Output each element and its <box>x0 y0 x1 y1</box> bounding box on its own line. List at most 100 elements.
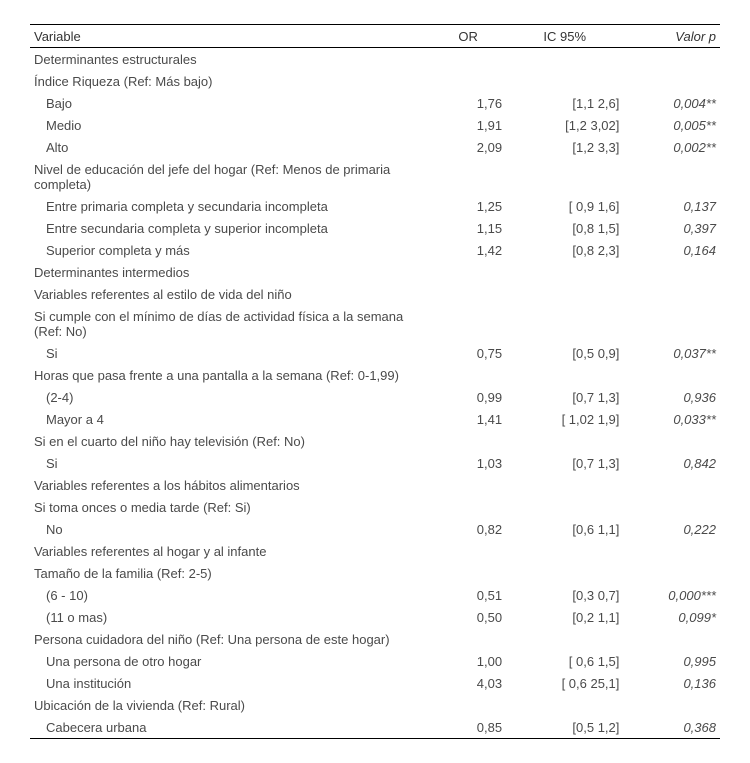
section-row: Variables referentes al estilo de vida d… <box>30 283 720 305</box>
row-or: 0,51 <box>430 584 506 606</box>
row-or <box>430 158 506 195</box>
row-label: Horas que pasa frente a una pantalla a l… <box>30 364 430 386</box>
row-p: 0,842 <box>623 452 720 474</box>
row-or: 0,75 <box>430 342 506 364</box>
section-row: Ubicación de la vivienda (Ref: Rural) <box>30 694 720 716</box>
row-or: 1,41 <box>430 408 506 430</box>
data-row: Alto2,09[1,2 3,3]0,002** <box>30 136 720 158</box>
row-label: Nivel de educación del jefe del hogar (R… <box>30 158 430 195</box>
row-p <box>623 261 720 283</box>
data-row: (6 - 10)0,51[0,3 0,7]0,000*** <box>30 584 720 606</box>
row-p: 0,004** <box>623 92 720 114</box>
row-label: Índice Riqueza (Ref: Más bajo) <box>30 70 430 92</box>
section-row: Si en el cuarto del niño hay televisión … <box>30 430 720 452</box>
row-ci <box>506 540 623 562</box>
row-or <box>430 261 506 283</box>
row-or: 1,91 <box>430 114 506 136</box>
row-or: 1,00 <box>430 650 506 672</box>
row-label: Determinantes intermedios <box>30 261 430 283</box>
row-ci <box>506 694 623 716</box>
data-row: (11 o mas)0,50[0,2 1,1]0,099* <box>30 606 720 628</box>
section-row: Tamaño de la familia (Ref: 2-5) <box>30 562 720 584</box>
row-p <box>623 158 720 195</box>
row-or: 4,03 <box>430 672 506 694</box>
row-label: (11 o mas) <box>30 606 430 628</box>
row-or <box>430 48 506 71</box>
row-ci: [ 0,6 25,1] <box>506 672 623 694</box>
row-ci <box>506 364 623 386</box>
data-row: Una institución4,03[ 0,6 25,1]0,136 <box>30 672 720 694</box>
row-label: Mayor a 4 <box>30 408 430 430</box>
row-label: Alto <box>30 136 430 158</box>
section-row: Determinantes intermedios <box>30 261 720 283</box>
section-row: Si toma onces o media tarde (Ref: Si) <box>30 496 720 518</box>
row-ci <box>506 261 623 283</box>
row-or <box>430 430 506 452</box>
row-p: 0,397 <box>623 217 720 239</box>
row-label: Variables referentes a los hábitos alime… <box>30 474 430 496</box>
row-p: 0,033** <box>623 408 720 430</box>
row-ci: [1,2 3,02] <box>506 114 623 136</box>
row-ci: [0,8 2,3] <box>506 239 623 261</box>
header-row: Variable OR IC 95% Valor p <box>30 25 720 48</box>
header-or: OR <box>430 25 506 48</box>
row-ci: [ 1,02 1,9] <box>506 408 623 430</box>
section-row: Horas que pasa frente a una pantalla a l… <box>30 364 720 386</box>
row-label: Tamaño de la familia (Ref: 2-5) <box>30 562 430 584</box>
row-ci: [0,5 1,2] <box>506 716 623 739</box>
section-row: Persona cuidadora del niño (Ref: Una per… <box>30 628 720 650</box>
data-row: Una persona de otro hogar1,00[ 0,6 1,5]0… <box>30 650 720 672</box>
header-variable: Variable <box>30 25 430 48</box>
row-p: 0,222 <box>623 518 720 540</box>
row-ci <box>506 48 623 71</box>
data-row: Mayor a 41,41[ 1,02 1,9]0,033** <box>30 408 720 430</box>
data-row: Medio1,91[1,2 3,02]0,005** <box>30 114 720 136</box>
data-row: No0,82[0,6 1,1]0,222 <box>30 518 720 540</box>
section-row: Si cumple con el mínimo de días de activ… <box>30 305 720 342</box>
row-label: Cabecera urbana <box>30 716 430 739</box>
row-ci: [0,7 1,3] <box>506 452 623 474</box>
row-label: Entre primaria completa y secundaria inc… <box>30 195 430 217</box>
row-label: Variables referentes al hogar y al infan… <box>30 540 430 562</box>
row-label: Variables referentes al estilo de vida d… <box>30 283 430 305</box>
row-ci: [1,2 3,3] <box>506 136 623 158</box>
row-p <box>623 70 720 92</box>
row-ci: [0,3 0,7] <box>506 584 623 606</box>
row-or: 1,03 <box>430 452 506 474</box>
row-or <box>430 496 506 518</box>
row-p: 0,005** <box>623 114 720 136</box>
data-row: Entre primaria completa y secundaria inc… <box>30 195 720 217</box>
row-ci <box>506 430 623 452</box>
row-or: 1,42 <box>430 239 506 261</box>
row-ci: [0,7 1,3] <box>506 386 623 408</box>
row-or: 0,85 <box>430 716 506 739</box>
row-or: 1,25 <box>430 195 506 217</box>
row-ci <box>506 70 623 92</box>
row-label: Si <box>30 342 430 364</box>
row-p <box>623 305 720 342</box>
row-ci: [1,1 2,6] <box>506 92 623 114</box>
section-row: Índice Riqueza (Ref: Más bajo) <box>30 70 720 92</box>
row-p <box>623 540 720 562</box>
row-ci <box>506 474 623 496</box>
row-p <box>623 48 720 71</box>
row-p <box>623 562 720 584</box>
row-ci: [ 0,6 1,5] <box>506 650 623 672</box>
row-label: Si en el cuarto del niño hay televisión … <box>30 430 430 452</box>
row-p <box>623 364 720 386</box>
row-ci <box>506 496 623 518</box>
row-or <box>430 540 506 562</box>
row-or <box>430 694 506 716</box>
row-or <box>430 628 506 650</box>
section-row: Variables referentes a los hábitos alime… <box>30 474 720 496</box>
row-ci: [0,2 1,1] <box>506 606 623 628</box>
row-or: 2,09 <box>430 136 506 158</box>
row-label: Si toma onces o media tarde (Ref: Si) <box>30 496 430 518</box>
row-label: Determinantes estructurales <box>30 48 430 71</box>
data-row: (2-4)0,99[0,7 1,3]0,936 <box>30 386 720 408</box>
row-ci: [0,5 0,9] <box>506 342 623 364</box>
row-p <box>623 430 720 452</box>
row-or <box>430 474 506 496</box>
row-ci <box>506 628 623 650</box>
row-label: Medio <box>30 114 430 136</box>
